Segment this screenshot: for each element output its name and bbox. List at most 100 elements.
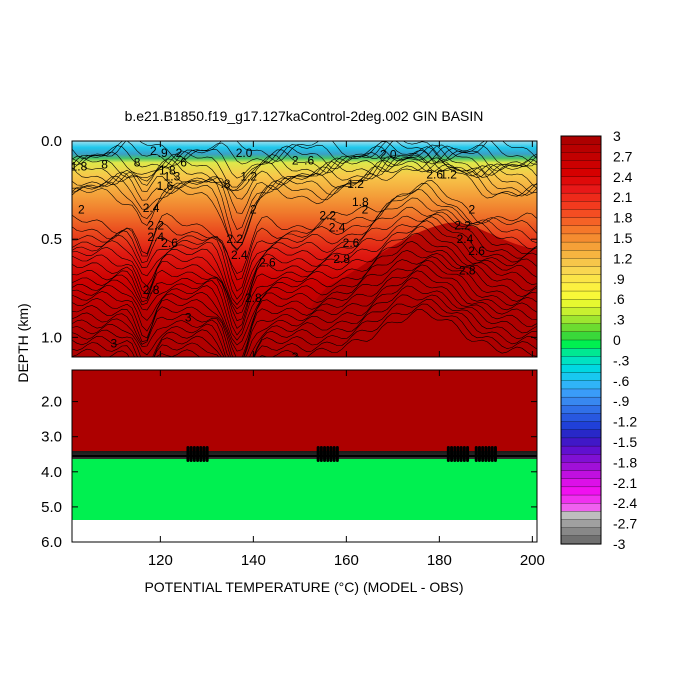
contour-label: 2.6	[343, 236, 360, 250]
band-cluster-mark	[205, 446, 209, 462]
band-cluster-mark	[319, 446, 323, 462]
colorbar-swatch	[560, 323, 602, 333]
colorbar-label: -1.8	[613, 454, 637, 470]
colorbar-label: 1.2	[613, 250, 633, 266]
band-cluster-mark	[332, 446, 336, 462]
contour-label: 2.2	[454, 218, 471, 232]
colorbar-label: -.9	[613, 393, 630, 409]
band-cluster-mark	[323, 446, 327, 462]
contour-label: 2.0	[236, 146, 253, 160]
x-axis-label-suffix: ) (MODEL - OBS)	[354, 579, 463, 595]
colorbar-swatch	[560, 274, 602, 284]
band-cluster-mark	[192, 446, 196, 462]
colorbar-swatch	[560, 201, 602, 210]
colorbar-swatch	[560, 364, 602, 374]
colorbar-swatch	[560, 233, 602, 243]
x-tick-label: 140	[241, 552, 266, 569]
colorbar-swatch	[560, 494, 602, 504]
colorbar-label: 3	[613, 128, 621, 144]
contour-label: 2.4	[147, 230, 164, 244]
contour-label: 2	[150, 144, 157, 158]
contour-label: 2.8	[333, 252, 350, 266]
colorbar-swatch	[560, 307, 602, 317]
colorbar-swatch	[560, 348, 602, 357]
contour-line	[72, 264, 537, 357]
x-ticks: 120 140 160 180 200	[148, 141, 545, 569]
colorbar-swatch	[560, 511, 602, 521]
contour-line	[72, 294, 537, 357]
colorbar-swatch	[560, 380, 602, 390]
colorbar-label: -2.7	[613, 516, 637, 532]
colorbar-swatch	[560, 462, 602, 472]
contour-line	[72, 277, 537, 357]
colorbar-label: .9	[613, 271, 625, 287]
colorbar-swatch	[560, 372, 602, 382]
y-axis-label: DEPTH (km)	[15, 303, 31, 382]
colorbar-swatch	[560, 405, 602, 414]
contour-line	[72, 216, 537, 315]
contour-line	[72, 141, 537, 179]
colorbar-swatch	[560, 176, 602, 186]
band-cluster-mark	[329, 446, 333, 462]
band-cluster-mark	[335, 446, 339, 462]
band-cluster-mark	[493, 446, 497, 462]
upper-panel: 1.828 82.9 22.42.22.42.61.81.31.62.8336.82…	[41, 133, 538, 364]
contour-label: 2.6	[259, 256, 276, 270]
contour-label: 2.2	[319, 209, 336, 223]
lower-panel: 2.0 3.0 4.0 5.0 6.0 120 140 160 180 200	[41, 141, 545, 569]
colorbar-swatch	[560, 413, 602, 423]
contour-line	[72, 180, 537, 274]
y-tick-label: 5.0	[41, 499, 62, 516]
contour-label: 2.6	[161, 236, 178, 250]
colorbar-swatch	[560, 299, 602, 308]
band-cluster-mark	[466, 446, 470, 462]
contour-label: 3	[292, 350, 299, 364]
colorbar-label: .3	[613, 312, 625, 328]
contour-label: 1.2	[240, 169, 257, 183]
contour-label: 2.4	[329, 220, 346, 234]
contour-label: 2	[469, 203, 476, 217]
colorbar-label: -2.1	[613, 475, 637, 491]
upper-contour-labels: 1.828 82.9 22.42.22.42.61.81.31.62.8336.82…	[71, 144, 485, 364]
contour-label: .8	[220, 177, 230, 191]
colorbar-swatch	[560, 315, 602, 325]
colorbar-label: .6	[613, 291, 625, 307]
colorbar-swatch	[560, 519, 602, 529]
contour-line	[72, 189, 537, 292]
x-axis-label: POTENTIAL TEMPERATURE (°C) (MODEL - OBS)	[144, 579, 463, 595]
x-tick-label: 180	[427, 552, 452, 569]
contour-label: 2.8	[143, 283, 160, 297]
band-cluster-mark	[487, 446, 491, 462]
contour-line	[72, 141, 537, 162]
colorbar-swatch	[560, 478, 602, 488]
contour-label: 3	[185, 311, 192, 325]
contour-label: 6	[180, 156, 187, 170]
contour-line	[72, 298, 537, 357]
colorbar-swatch	[560, 135, 602, 145]
colorbar-swatch	[560, 429, 602, 439]
contour-label: 2.4	[143, 201, 160, 215]
contour-line	[72, 160, 537, 251]
band-cluster-mark	[484, 446, 488, 462]
contour-label: 8	[134, 156, 141, 170]
x-tick-label: 200	[520, 552, 545, 569]
contour-label: 1.2	[347, 177, 364, 191]
contour-label: 1.8	[71, 160, 88, 174]
y-tick-label: 6.0	[41, 534, 62, 551]
band-cluster-mark	[196, 446, 200, 462]
contour-label: 8	[101, 158, 108, 172]
colorbar-swatch	[560, 217, 602, 227]
contour-label: 1.2	[440, 167, 457, 181]
colorbar-swatch	[560, 152, 602, 162]
lower-transition-edge	[72, 455, 537, 457]
band-cluster-mark	[199, 446, 203, 462]
contour-label: 2	[292, 154, 299, 168]
band-cluster-mark	[462, 446, 466, 462]
contour-line	[72, 220, 537, 322]
contour-label: 2.6	[468, 244, 485, 258]
contour-label: 2.0	[380, 148, 397, 162]
colorbar-swatch	[560, 209, 602, 219]
contour-label: 2.8	[459, 264, 476, 278]
contour-lines	[72, 141, 537, 357]
lower-panel-frame	[71, 369, 538, 543]
